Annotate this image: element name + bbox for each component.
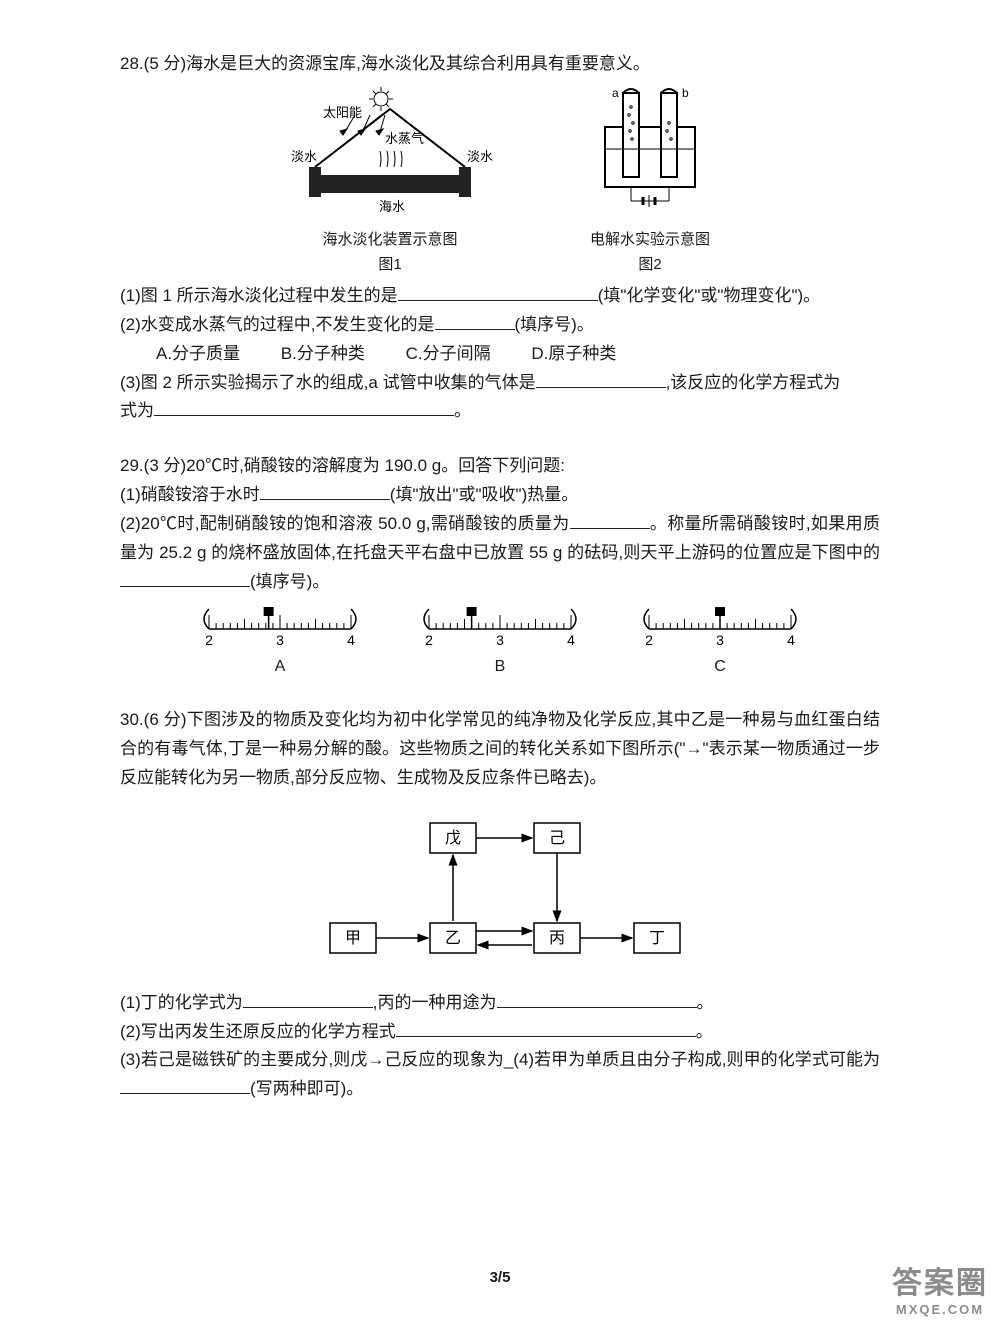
q28-p2: (2)水变成水蒸气的过程中,不发生变化的是(填序号)。: [120, 311, 880, 340]
blank[interactable]: [120, 569, 250, 587]
q28-figures: 太阳能 水蒸气 淡水 淡水 海水 海水淡化装置示意图 图1: [120, 87, 880, 278]
question-29: 29.(3 分)20℃时,硝酸铵的溶解度为 190.0 g。回答下列问题: (1…: [120, 452, 880, 680]
q28-fig1-caption: 海水淡化装置示意图: [285, 227, 495, 253]
svg-text:甲: 甲: [345, 930, 361, 947]
desalination-diagram: 太阳能 水蒸气 淡水 淡水 海水: [285, 87, 495, 227]
watermark: 答案圈 MXQE.COM: [892, 1266, 988, 1318]
q30-diagram: 甲 乙 丙 丁 戊 己: [300, 803, 700, 983]
svg-text:4: 4: [787, 632, 795, 648]
svg-text:3: 3: [496, 632, 504, 648]
svg-text:水蒸气: 水蒸气: [385, 131, 424, 146]
q28-p3b: 式为。: [120, 397, 880, 426]
blank[interactable]: [536, 370, 666, 388]
blank[interactable]: [497, 990, 697, 1008]
svg-text:丁: 丁: [649, 930, 665, 947]
blank[interactable]: [435, 312, 515, 330]
svg-text:己: 己: [549, 830, 565, 847]
blank[interactable]: [154, 399, 454, 417]
svg-text:4: 4: [347, 632, 355, 648]
opt-c[interactable]: C.分子间隔: [406, 340, 491, 369]
q28-p3: (3)图 2 所示实验揭示了水的组成,a 试管中收集的气体是,该反应的化学方程式…: [120, 369, 880, 398]
q30-p2: (2)写出丙发生还原反应的化学方程式。: [120, 1018, 880, 1047]
svg-text:2: 2: [425, 632, 433, 648]
opt-d[interactable]: D.原子种类: [531, 340, 616, 369]
blank[interactable]: [396, 1019, 696, 1037]
svg-text:b: b: [682, 87, 689, 100]
watermark-line1: 答案圈: [892, 1266, 988, 1302]
q28-options: A.分子质量 B.分子种类 C.分子间隔 D.原子种类: [120, 340, 880, 369]
svg-text:戊: 戊: [445, 829, 461, 847]
svg-text:2: 2: [645, 632, 653, 648]
q29-p1: (1)硝酸铵溶于水时(填"放出"或"吸收")热量。: [120, 481, 880, 510]
q28-stem-text: 海水是巨大的资源宝库,海水淡化及其综合利用具有重要意义。: [186, 54, 650, 73]
q30-diagram-wrap: 甲 乙 丙 丁 戊 己: [120, 803, 880, 983]
q28-stem: 28.(5 分)海水是巨大的资源宝库,海水淡化及其综合利用具有重要意义。: [120, 50, 880, 79]
svg-text:太阳能: 太阳能: [323, 105, 362, 120]
svg-text:a: a: [612, 87, 619, 100]
blank[interactable]: [120, 1076, 250, 1094]
q28-fig2: a b 电解水实验示意图 图2: [585, 87, 715, 278]
svg-text:海水: 海水: [379, 199, 405, 214]
svg-text:丙: 丙: [549, 930, 565, 947]
ruler-svg-c: 2 3 4: [635, 605, 805, 653]
q28-p1: (1)图 1 所示海水淡化过程中发生的是(填"化学变化"或"物理变化")。: [120, 282, 880, 311]
q28-number: 28: [120, 54, 139, 73]
question-30: 30.(6 分)下图涉及的物质及变化均为初中化学常见的纯净物及化学反应,其中乙是…: [120, 706, 880, 1104]
q29-stem: 29.(3 分)20℃时,硝酸铵的溶解度为 190.0 g。回答下列问题:: [120, 452, 880, 481]
svg-text:3: 3: [716, 632, 724, 648]
opt-a[interactable]: A.分子质量: [156, 340, 240, 369]
q30-p3: (3)若己是磁铁矿的主要成分,则戊→己反应的现象为_(4)若甲为单质且由分子构成…: [120, 1046, 880, 1104]
ruler-a: 234 A: [195, 605, 365, 680]
page-footer: 3/5: [0, 1265, 1000, 1291]
watermark-line2: MXQE.COM: [892, 1302, 988, 1318]
opt-b[interactable]: B.分子种类: [281, 340, 365, 369]
ruler-c: 234 C: [635, 605, 805, 680]
blank[interactable]: [570, 511, 650, 529]
svg-text:4: 4: [567, 632, 575, 648]
svg-text:淡水: 淡水: [467, 149, 493, 164]
q29-p2: (2)20℃时,配制硝酸铵的饱和溶液 50.0 g,需硝酸铵的质量为。称量所需硝…: [120, 510, 880, 597]
q28-points: (5 分): [144, 54, 187, 73]
electrolysis-diagram: a b: [585, 87, 715, 227]
ruler-svg-a: 2 3 4: [195, 605, 365, 653]
q30-stem: 30.(6 分)下图涉及的物质及变化均为初中化学常见的纯净物及化学反应,其中乙是…: [120, 706, 880, 793]
ruler-b: 234 B: [415, 605, 585, 680]
q30-p1: (1)丁的化学式为,丙的一种用途为。: [120, 989, 880, 1018]
q28-fig2-caption: 电解水实验示意图: [585, 227, 715, 253]
svg-text:2: 2: [205, 632, 213, 648]
svg-text:淡水: 淡水: [291, 149, 317, 164]
blank[interactable]: [398, 283, 598, 301]
ruler-svg-b: 2 3 4: [415, 605, 585, 653]
exam-page: 28.(5 分)海水是巨大的资源宝库,海水淡化及其综合利用具有重要意义。: [0, 0, 1000, 1330]
q28-fig2-label: 图2: [585, 252, 715, 278]
blank[interactable]: [243, 990, 373, 1008]
q28-fig1-label: 图1: [285, 252, 495, 278]
svg-text:乙: 乙: [445, 930, 461, 947]
q29-rulers: 234 A 234 B 234 C: [120, 605, 880, 680]
blank[interactable]: [260, 482, 390, 500]
svg-text:3: 3: [276, 632, 284, 648]
q28-fig1: 太阳能 水蒸气 淡水 淡水 海水 海水淡化装置示意图 图1: [285, 87, 495, 278]
question-28: 28.(5 分)海水是巨大的资源宝库,海水淡化及其综合利用具有重要意义。: [120, 50, 880, 426]
